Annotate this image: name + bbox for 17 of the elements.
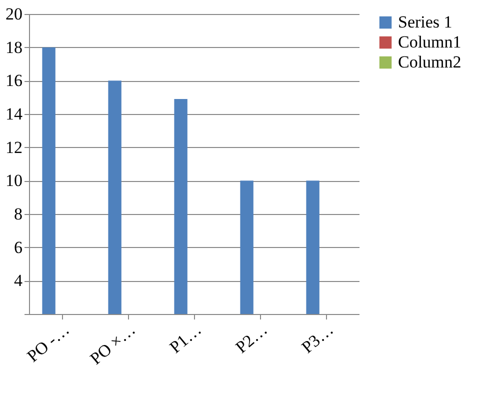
legend-label: Series 1 <box>398 12 452 32</box>
legend-label: Column1 <box>398 32 462 52</box>
y-tick-label: 4 <box>14 271 23 290</box>
y-tick-label: 20 <box>6 4 22 24</box>
y-tick-label: 6 <box>14 238 22 257</box>
y-tick-label: 8 <box>14 204 22 224</box>
x-tick-label: P3… <box>298 320 337 357</box>
x-tick-label: P1… <box>166 320 205 357</box>
y-tick-label: 16 <box>6 71 22 90</box>
x-tick-label: P2… <box>232 320 271 357</box>
y-tick-label: 12 <box>6 138 22 157</box>
y-tick-label: 14 <box>6 104 23 124</box>
legend-label: Column2 <box>398 52 462 72</box>
x-tick-label: PO ×… <box>86 320 139 368</box>
x-tick-label: PO -… <box>23 320 73 366</box>
y-tick-label: 18 <box>6 38 22 57</box>
y-tick-label: 10 <box>6 171 22 190</box>
